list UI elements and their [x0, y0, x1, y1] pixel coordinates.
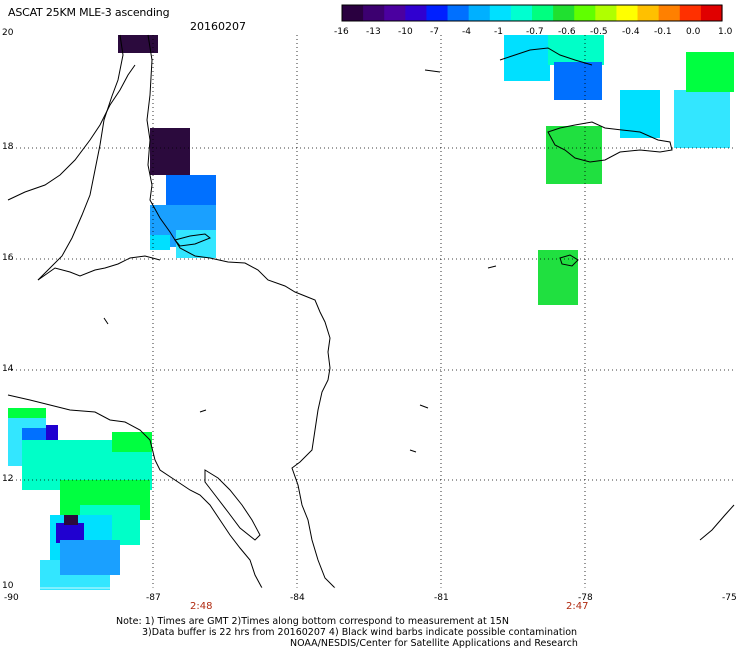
colorbar-swatch [532, 5, 554, 21]
product-title: ASCAT 25KM MLE-3 ascending [8, 6, 170, 19]
lon-tick-75: -75 [722, 593, 737, 603]
colorbar-tick-label: -7 [430, 27, 439, 37]
swath-cell [46, 425, 58, 443]
colorbar-border [341, 4, 723, 22]
hispaniola-coast [547, 121, 673, 163]
swath-cell [112, 432, 152, 452]
lon-tick-84: -84 [290, 593, 305, 603]
colorbar-tick-label: 1.0 [718, 27, 733, 37]
nicaragua-lake [204, 469, 261, 541]
lat-tick-20: 20 [2, 28, 14, 38]
swath-cell [150, 128, 190, 175]
colorbar-tick-label: -0.4 [622, 27, 640, 37]
note-line-1: Note: 1) Times are GMT 2)Times along bot… [116, 616, 509, 627]
swath-cell [504, 35, 550, 81]
swath-cell [554, 62, 602, 100]
lat-tick-18: 18 [2, 142, 14, 152]
colorbar-swatch [595, 5, 618, 21]
swath-cell [8, 408, 46, 418]
product-date: 20160207 [190, 20, 246, 33]
colorbar-swatch [616, 5, 639, 21]
colorbar-swatch [700, 5, 723, 21]
colorbar-swatch [363, 5, 385, 21]
pass-time-east: 2:47 [566, 601, 589, 612]
colorbar-tick-label: -0.1 [654, 27, 672, 37]
colorbar-swatch [679, 5, 702, 21]
colorbar-tick-label: 0.0 [686, 27, 701, 37]
yucatan-coast [37, 34, 124, 281]
colorbar-swatch [658, 5, 681, 21]
nicaragua-pacific-coast [7, 394, 263, 589]
swath-cell [60, 540, 120, 575]
colorbar-tick-label: -0.7 [526, 27, 544, 37]
note-line-3: NOAA/NESDIS/Center for Satellite Applica… [290, 638, 578, 649]
colorbar-swatch [426, 5, 449, 21]
lat-tick-16: 16 [2, 253, 14, 263]
lat-tick-12: 12 [2, 474, 14, 484]
swath-cell [166, 175, 216, 205]
swath-cell [620, 90, 660, 138]
swath-cell [64, 515, 78, 525]
wind-swath-cells [8, 35, 734, 590]
swath-cell [674, 90, 730, 148]
lat-tick-14: 14 [2, 364, 14, 374]
swath-cell [56, 523, 84, 543]
colorbar-swatch [637, 5, 660, 21]
colorbar-tick-label: -16 [334, 27, 349, 37]
lon-tick-90: -90 [4, 593, 19, 603]
colorbar-swatch [510, 5, 533, 21]
coastlines [7, 34, 735, 589]
colorbar-swatch [489, 5, 512, 21]
south-america-coast [699, 504, 735, 541]
colorbar-tick-label: -1 [494, 27, 503, 37]
swath-cell [538, 250, 578, 305]
colorbar-tick-label: -0.6 [558, 27, 576, 37]
islands-misc [103, 69, 497, 453]
colorbar-swatch [447, 5, 470, 21]
swath-cell [686, 52, 734, 92]
colorbar-tick-label: -4 [462, 27, 471, 37]
colorbar-swatch [342, 5, 364, 21]
jamaica-coast [559, 254, 579, 267]
colorbar-swatch [574, 5, 596, 21]
colorbar-tick-label: -13 [366, 27, 381, 37]
cuba-coast [7, 64, 136, 201]
cuba-east-coast [499, 47, 593, 66]
lon-tick-81: -81 [434, 593, 449, 603]
lat-tick-10: 10 [2, 581, 14, 591]
lon-tick-78: -78 [578, 593, 593, 603]
colorbar-tick-label: -0.5 [590, 27, 608, 37]
swath-cell [546, 126, 602, 184]
islands-bay [174, 233, 211, 247]
colorbar-swatch [384, 5, 406, 21]
colorbar-tick-label: -10 [398, 27, 413, 37]
lon-tick-87: -87 [146, 593, 161, 603]
pass-time-west: 2:48 [190, 601, 213, 612]
mexico-guatemala-coast [37, 255, 161, 281]
colorbar-swatch [553, 5, 575, 21]
colorbar-swatch [468, 5, 491, 21]
colorbar-swatch [405, 5, 428, 21]
swath-cell [118, 35, 158, 53]
note-line-2: 3)Data buffer is 22 hrs from 20160207 4)… [142, 627, 578, 638]
swath-cell [150, 235, 170, 250]
belize-honduras-coast [146, 34, 336, 589]
colorbar [341, 4, 723, 22]
